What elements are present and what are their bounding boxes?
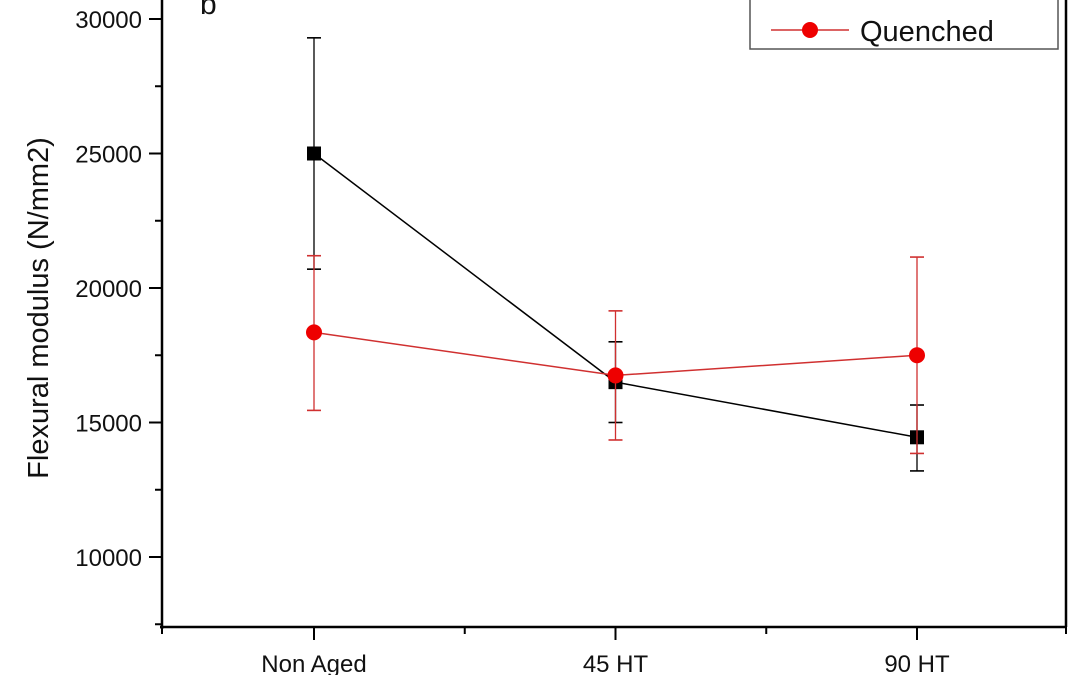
data-point	[307, 146, 321, 161]
legend-quenched-marker	[802, 22, 818, 38]
x-ticks: Non Aged 45 HT 90 HT	[161, 627, 1067, 675]
legend-quenched-label: Quenched	[860, 16, 994, 48]
y-tick-label: 15000	[75, 411, 142, 438]
y-tick-label: 10000	[75, 545, 142, 572]
panel-label: b	[200, 0, 217, 21]
axes	[160, 0, 1068, 629]
legend-box	[749, 0, 1059, 50]
x-tick-label: 90 HT	[884, 651, 950, 675]
series-layer	[306, 37, 925, 472]
x-tick-label: 45 HT	[583, 651, 649, 675]
data-point	[909, 347, 925, 364]
y-tick-label: 25000	[75, 142, 142, 169]
data-point	[607, 367, 624, 384]
y-axis-title: Flexural modulus (N/mm2)	[23, 137, 55, 479]
y-ticks: 10000 15000 20000 25000 30000	[75, 7, 162, 626]
legend: Quenched	[749, 0, 1059, 50]
data-point	[306, 324, 322, 341]
y-tick-label: 20000	[75, 276, 142, 303]
y-tick-label: 30000	[75, 7, 142, 34]
x-tick-label: Non Aged	[261, 651, 366, 675]
series-quenched	[306, 254, 925, 455]
